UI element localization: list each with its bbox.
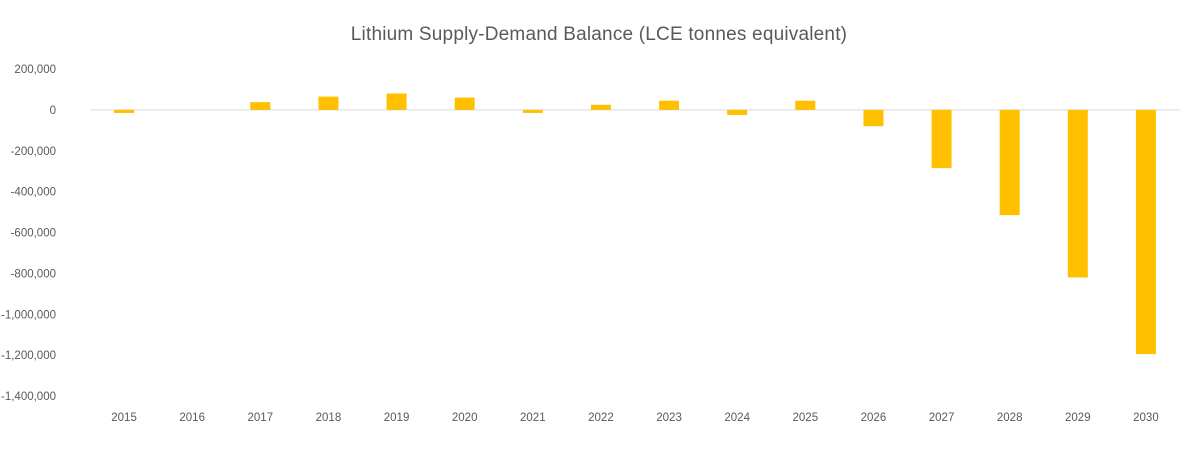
y-tick-label: -1,400,000: [1, 391, 56, 403]
x-tick-label: 2028: [997, 412, 1023, 424]
bar-2028: [999, 109, 1020, 216]
bar-2018: [318, 96, 339, 110]
y-axis: 200,000 0 -200,000 -400,000 -600,000 -800,000…: [1, 64, 56, 403]
bar-2021: [522, 109, 543, 113]
bars: [114, 93, 1156, 355]
x-tick-label: 2029: [1065, 412, 1091, 424]
y-tick-label: -1,000,000: [1, 309, 56, 321]
y-tick-label: -200,000: [11, 146, 56, 158]
chart-title: Lithium Supply-Demand Balance (LCE tonne…: [350, 24, 848, 45]
x-tick-label: 2019: [384, 412, 410, 424]
x-tick-label: 2030: [1133, 412, 1159, 424]
y-tick-label: 0: [50, 105, 56, 117]
x-tick-label: 2018: [316, 412, 342, 424]
y-tick-label: -1,200,000: [1, 350, 56, 362]
bar-2017: [250, 102, 271, 110]
x-tick-label: 2027: [929, 412, 955, 424]
bar-2029: [1067, 109, 1088, 278]
y-tick-label: -800,000: [11, 268, 56, 280]
x-tick-label: 2016: [179, 412, 205, 424]
x-tick-label: 2026: [861, 412, 887, 424]
x-tick-label: 2021: [520, 412, 546, 424]
bar-2020: [454, 97, 475, 110]
x-tick-label: 2023: [656, 412, 682, 424]
x-tick-label: 2017: [248, 412, 274, 424]
x-tick-label: 2015: [111, 412, 137, 424]
y-tick-label: -600,000: [11, 228, 56, 240]
bar-2022: [590, 104, 611, 110]
x-axis: 2015 2016 2017 2018 2019 2020 2021 2022 2023 2024…: [111, 412, 1158, 424]
bar-2024: [727, 109, 748, 115]
y-tick-label: -400,000: [11, 187, 56, 199]
bar-2027: [931, 109, 952, 169]
bar-2030: [1135, 109, 1156, 355]
bar-2015: [114, 109, 135, 113]
x-tick-label: 2025: [793, 412, 819, 424]
bar-2025: [795, 100, 816, 110]
bar-2023: [659, 100, 680, 110]
x-tick-label: 2022: [588, 412, 614, 424]
bar-2019: [386, 93, 407, 110]
x-tick-label: 2024: [724, 412, 750, 424]
x-tick-label: 2020: [452, 412, 478, 424]
y-tick-label: 200,000: [14, 64, 56, 76]
bar-2026: [863, 109, 884, 127]
